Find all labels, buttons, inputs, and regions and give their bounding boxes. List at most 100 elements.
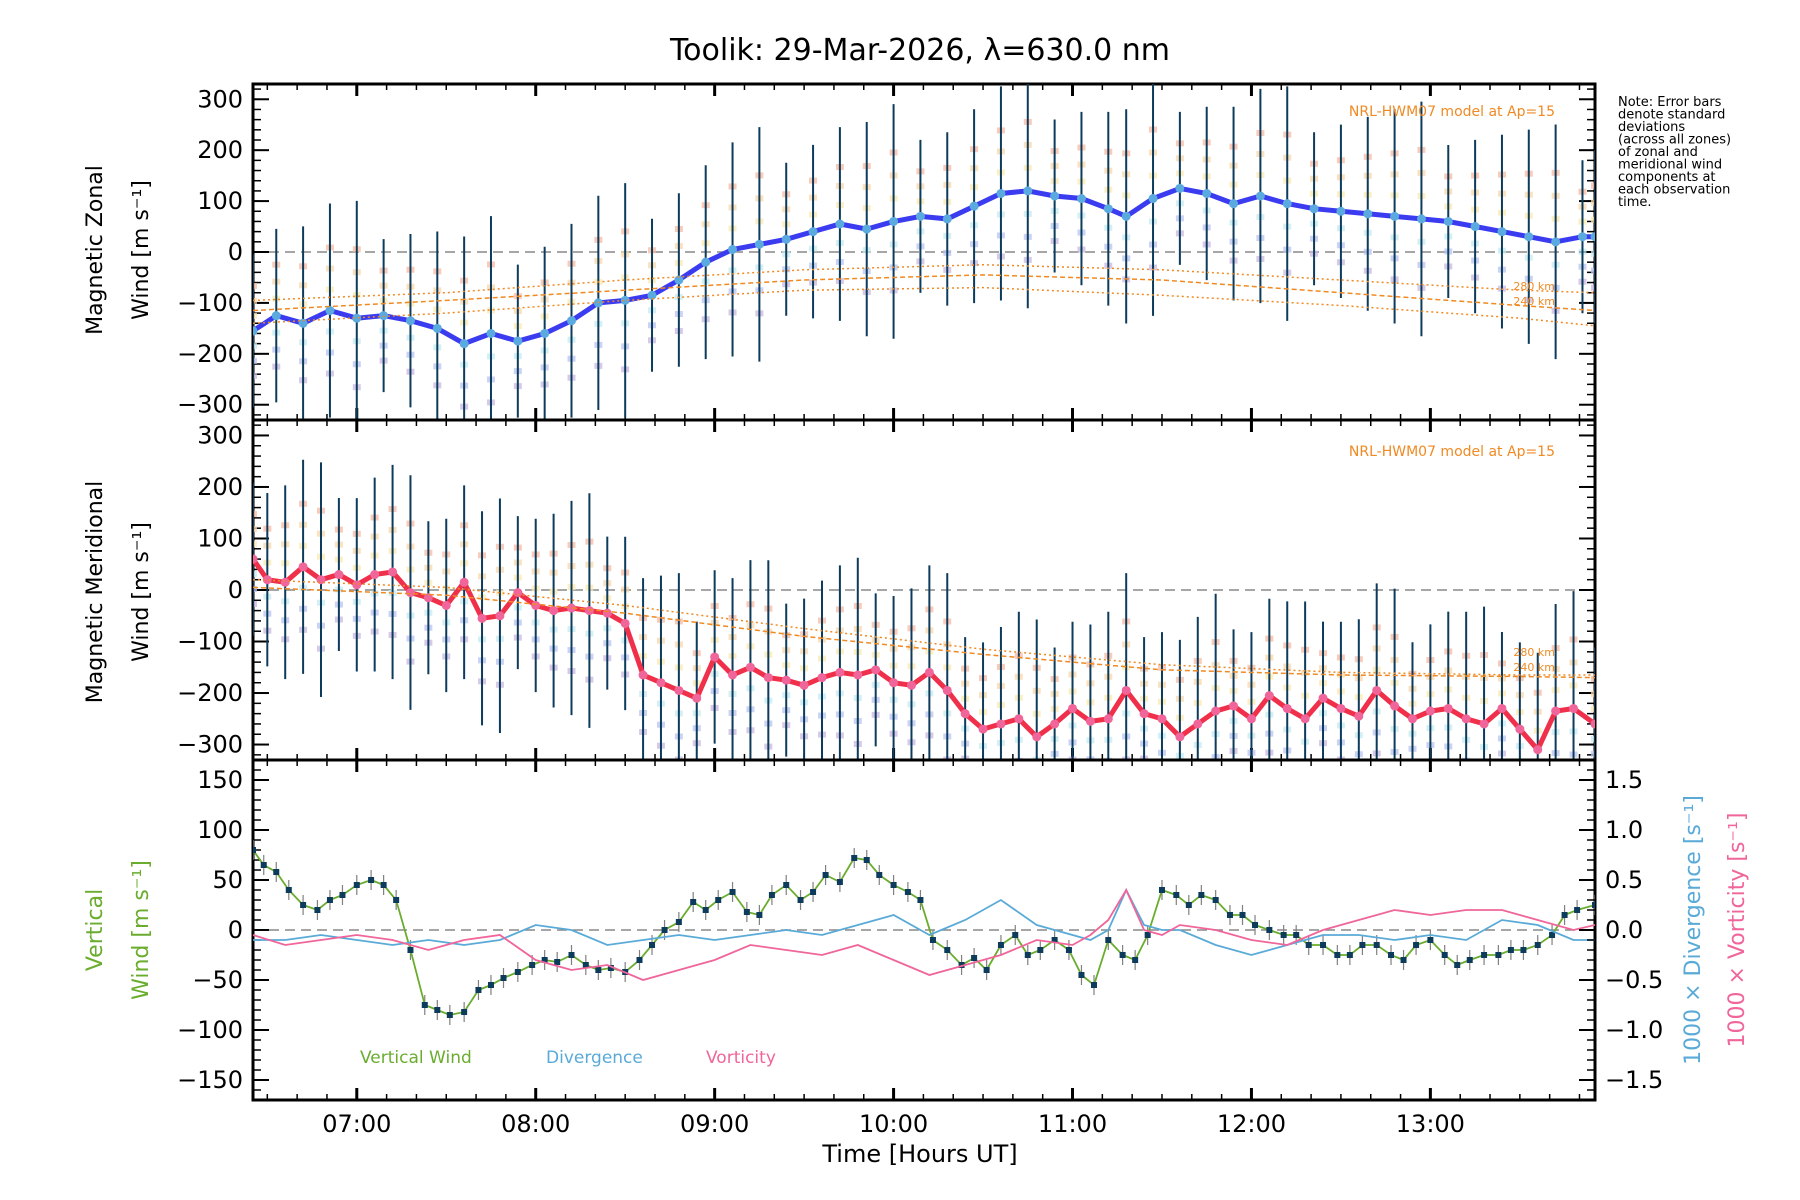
x-tick-label: 13:00 (1396, 1110, 1465, 1138)
zonal-data-point (1363, 209, 1373, 219)
zonal-data-point (781, 234, 791, 244)
vertical-data-point (607, 965, 614, 971)
meridional-data-point (1157, 714, 1167, 724)
zonal-plot-area (253, 84, 1595, 420)
meridional-data-point (620, 618, 630, 628)
zonal-series-hwm07-280-km (253, 263, 1595, 302)
vertical-data-point (1065, 947, 1072, 953)
vertical-data-point (675, 919, 682, 925)
meridional-data-point (1515, 724, 1525, 734)
meridional-data-point (1211, 706, 1221, 716)
meridional-data-point (799, 680, 809, 690)
meridional-data-point (1139, 709, 1149, 719)
zonal-data-point (432, 323, 442, 333)
vertical-data-point (1158, 887, 1165, 893)
vertical-data-point (368, 877, 375, 883)
meridional-data-point (584, 606, 594, 616)
zonal-zone-marker (1591, 284, 1595, 291)
zonal-zone-marker (253, 282, 257, 289)
meridional-data-point (495, 611, 505, 621)
vertical-data-point (475, 987, 482, 993)
zonal-data-point (379, 311, 389, 321)
meridional-data-point (1497, 703, 1507, 713)
vertical-series-vorticity (253, 888, 1595, 981)
vertical-data-point (863, 857, 870, 863)
zonal-ytick-label: −200 (177, 340, 243, 368)
note-line: components at (1618, 170, 1716, 185)
meridional-data-point (710, 652, 720, 662)
meridional-data-point (1372, 685, 1382, 695)
vertical-data-point (1454, 962, 1461, 968)
vertical-data-point (1359, 942, 1366, 948)
zonal-data-point (701, 257, 711, 267)
vertical-data-point (339, 892, 346, 898)
meridional-data-point (1229, 701, 1239, 711)
y2-tick-label: −0.5 (1605, 966, 1663, 994)
vertical-data-point (971, 955, 978, 961)
meridional-zone-marker (1591, 735, 1595, 742)
meridional-data-point (1300, 714, 1310, 724)
zonal-data-point (1023, 186, 1033, 196)
meridional-data-point (1246, 714, 1256, 724)
meridional-data-point (1103, 714, 1113, 724)
vertical-ylabel-2: Wind [m s⁻¹] (129, 860, 154, 1000)
zonal-data-point (1103, 204, 1113, 214)
vertical-panel: 150 100 50 0 −50 −100 −150 1.5 1.0 0.5 0.0 −0.5 −1.0… (177, 758, 1663, 1102)
vertical-ytick-label: 0 (228, 916, 243, 944)
meridional-ylabel-1: Magnetic Meridional (83, 481, 108, 703)
zonal-panel: 300 200 100 0 −100 −200 −300 (177, 82, 1597, 422)
zonal-ytick-label: 200 (197, 136, 243, 164)
x-tick-label: 11:00 (1038, 1110, 1107, 1138)
zonal-data-point (862, 224, 872, 234)
vertical-ytick-label: −150 (177, 1066, 243, 1094)
zonal-data-point (1524, 232, 1534, 242)
vertical-data-point (529, 962, 536, 968)
zonal-data-point (253, 326, 258, 336)
zonal-data-point (808, 227, 818, 237)
vertical-data-point (421, 1002, 428, 1008)
vertical-data-point (851, 855, 858, 861)
vertical-data-point (1534, 942, 1541, 948)
zonal-zone-marker (253, 342, 257, 349)
legend-vertical-wind: Vertical Wind (360, 1048, 472, 1068)
zonal-data-point (459, 339, 469, 349)
meridional-data-point (1193, 719, 1203, 729)
vertical-data-point (649, 942, 656, 948)
meridional-data-point (370, 570, 380, 580)
vertical-data-point (582, 962, 589, 968)
meridional-data-point (835, 667, 845, 677)
meridional-data-point (763, 673, 773, 683)
note-line: meridional wind (1618, 158, 1722, 173)
vertical-data-point (1549, 932, 1556, 938)
zonal-data-point (1282, 199, 1292, 209)
zonal-data-point (1497, 227, 1507, 237)
vertical-data-point (353, 882, 360, 888)
vertical-data-point (876, 872, 883, 878)
zonal-ytick-label: −100 (177, 289, 243, 317)
note-line: Note: Error bars (1618, 95, 1722, 110)
zonal-data-point (754, 239, 764, 249)
vertical-data-point (380, 882, 387, 888)
zonal-data-point (1076, 194, 1086, 204)
meridional-plot-area (253, 459, 1595, 784)
zonal-zone-marker (253, 357, 257, 364)
meridional-series-hwm07-280-km (253, 578, 1595, 676)
meridional-data-point (674, 685, 684, 695)
meridional-zone-marker (979, 777, 987, 783)
vertical-data-point (1185, 902, 1192, 908)
zonal-ylabel-1: Magnetic Zonal (83, 165, 108, 335)
meridional-zone-marker (1301, 762, 1309, 768)
zonal-data-point (1175, 183, 1185, 193)
zonal-data-point (942, 214, 952, 224)
meridional-data-point (1282, 703, 1292, 713)
meridional-zone-marker (997, 778, 1005, 784)
zonal-data-point (620, 295, 630, 305)
vertical-data-point (1293, 932, 1300, 938)
vertical-data-point (983, 967, 990, 973)
vertical-data-point (1346, 952, 1353, 958)
vertical-data-point (554, 959, 561, 965)
meridional-ytick-label: 100 (197, 524, 243, 552)
meridional-zone-marker (253, 571, 257, 578)
meridional-ytick-label: −200 (177, 679, 243, 707)
